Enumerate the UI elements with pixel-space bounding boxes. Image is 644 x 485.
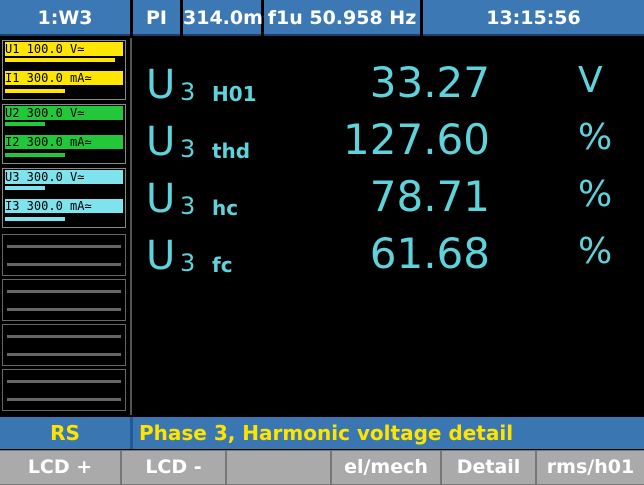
quantity-symbol: U	[146, 62, 176, 108]
header-cell: f1u 50.958 Hz	[264, 0, 420, 36]
current-range: I1 300.0 mA≃	[5, 71, 123, 85]
measurement-value: 127.60	[343, 115, 490, 164]
quantity-label: hc	[212, 196, 239, 220]
quantity-label: H01	[212, 82, 257, 106]
voltage-range: U3 300.0 V≃	[5, 170, 123, 184]
softkey[interactable]: rms/h01	[537, 451, 644, 484]
softkey[interactable]: el/mech	[332, 451, 440, 484]
status-bar: RS Phase 3, Harmonic voltage detail	[0, 417, 644, 449]
channel-panel: U1 100.0 V≃ I1 300.0 mA≃ U2 300.0 V≃ I2 300…	[0, 38, 132, 415]
voltage-bar	[5, 58, 115, 62]
measurement-row: U 3 thd 127.60%	[140, 115, 640, 175]
measurement-row: U 3 fc 61.68%	[140, 229, 640, 289]
softkey-bar: LCD + LCD - el/mech Detail rms/h01	[0, 450, 644, 485]
measurement-unit: %	[578, 117, 613, 158]
empty-slot	[2, 324, 126, 366]
header-cell: 314.0ms	[183, 0, 274, 36]
measurement-unit: %	[578, 174, 613, 215]
quantity-label: fc	[212, 253, 233, 277]
header-cell: 1:W3	[0, 0, 130, 36]
measurement-value: 78.71	[369, 172, 490, 221]
empty-slot	[2, 279, 126, 321]
current-bar	[5, 153, 65, 157]
voltage-range: U2 300.0 V≃	[5, 106, 123, 120]
measurement-row: U 3 H01 33.27 V	[140, 58, 640, 118]
channel-box: U2 300.0 V≃ I2 300.0 mA≃	[2, 104, 126, 164]
header-cell: 13:15:56	[423, 0, 644, 36]
phase-index: 3	[180, 78, 196, 106]
empty-slot	[2, 369, 126, 411]
channel-box: U3 300.0 V≃ I3 300.0 mA≃	[2, 168, 126, 228]
status-mode: RS	[0, 417, 130, 449]
softkey[interactable]: Detail	[442, 451, 535, 484]
current-range: I3 300.0 mA≃	[5, 199, 123, 213]
header-cell: PI	[133, 0, 180, 36]
measurement-value: 33.27	[369, 58, 490, 107]
phase-index: 3	[180, 192, 196, 220]
channel-box: U1 100.0 V≃ I1 300.0 mA≃	[2, 40, 126, 100]
status-message: Phase 3, Harmonic voltage detail	[133, 417, 644, 449]
voltage-range: U1 100.0 V≃	[5, 42, 123, 56]
measurement-value: 61.68	[369, 229, 490, 278]
voltage-bar	[5, 186, 45, 190]
current-bar	[5, 217, 65, 221]
voltage-bar	[5, 122, 45, 126]
phase-index: 3	[180, 135, 196, 163]
measurement-unit: %	[578, 231, 613, 272]
measurement-unit: V	[578, 60, 603, 101]
measurement-row: U 3 hc 78.71%	[140, 172, 640, 232]
current-bar	[5, 89, 65, 93]
phase-index: 3	[180, 249, 196, 277]
softkey-blank	[227, 451, 330, 484]
quantity-symbol: U	[146, 233, 176, 279]
current-range: I2 300.0 mA≃	[5, 135, 123, 149]
empty-slot	[2, 234, 126, 276]
softkey[interactable]: LCD +	[0, 451, 120, 484]
softkey[interactable]: LCD -	[122, 451, 225, 484]
quantity-symbol: U	[146, 119, 176, 165]
quantity-label: thd	[212, 139, 251, 163]
quantity-symbol: U	[146, 176, 176, 222]
